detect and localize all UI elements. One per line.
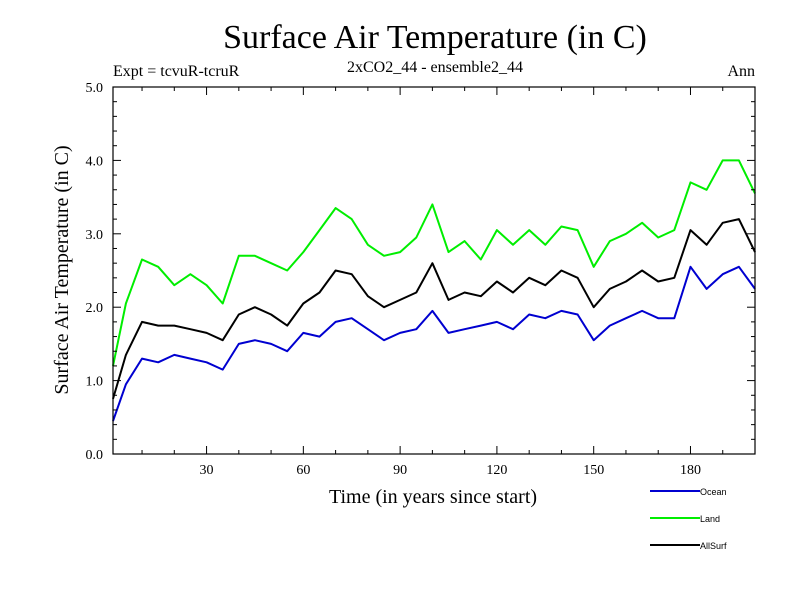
x-tick-label: 180: [680, 463, 701, 478]
y-tick-label: 5.0: [86, 81, 104, 96]
y-tick-label: 2.0: [86, 301, 104, 316]
chart-subtitle: 2xCO2_44 - ensemble2_44: [347, 59, 523, 76]
x-tick-label: 30: [200, 463, 214, 478]
y-tick-label: 3.0: [86, 228, 104, 243]
series-line-allsurf: [112, 218, 756, 400]
series-line-land: [112, 159, 756, 367]
period-label: Ann: [727, 63, 755, 80]
legend: Ocean Land AllSurf: [650, 487, 727, 551]
legend-label-land: Land: [700, 514, 720, 524]
x-tick-label: 60: [296, 463, 310, 478]
experiment-label: Expt = tcvuR-tcruR: [113, 63, 240, 80]
y-tick-label: 0.0: [86, 448, 104, 463]
x-tick-label: 150: [583, 463, 604, 478]
x-axis-title: Time (in years since start): [329, 486, 537, 508]
y-axis-title: Surface Air Temperature (in C): [51, 145, 73, 394]
x-tick-label: 120: [486, 463, 507, 478]
legend-label-allsurf: AllSurf: [700, 541, 727, 551]
x-tick-label: 90: [393, 463, 407, 478]
plot-frame: [112, 86, 756, 455]
plot-area: 30 60 90 120 150 180 0.0 1.0 2.0 3.0 4.0 5.0: [86, 81, 756, 478]
chart-title: Surface Air Temperature (in C): [223, 19, 647, 56]
legend-label-ocean: Ocean: [700, 487, 727, 497]
series-line-ocean: [112, 265, 756, 422]
y-tick-label: 4.0: [86, 154, 104, 169]
y-tick-label: 1.0: [86, 375, 104, 390]
